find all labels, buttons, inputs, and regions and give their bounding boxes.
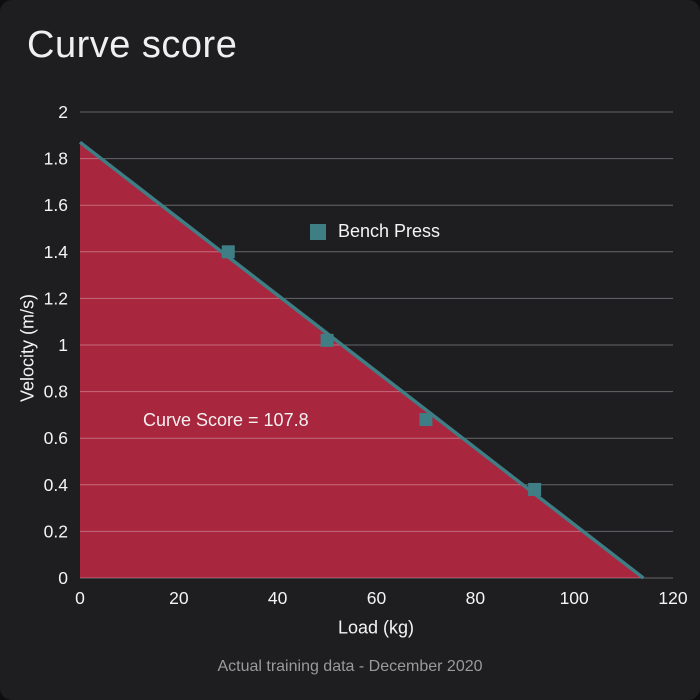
data-point-marker [528, 482, 542, 496]
y-tick-label: 0.4 [44, 475, 69, 495]
legend-square-marker-icon [310, 223, 326, 240]
y-tick-label: 1.2 [44, 288, 68, 308]
y-tick-label: 0 [58, 568, 68, 588]
data-point-marker [419, 413, 433, 427]
chart-title: Curve score [27, 24, 238, 66]
y-tick-label: 1.4 [44, 242, 69, 262]
data-point-marker [320, 333, 334, 347]
x-axis-label: Load (kg) [337, 617, 415, 638]
y-tick-label: 0.6 [44, 428, 68, 448]
x-tick-label: 120 [658, 588, 687, 608]
x-tick-label: 40 [268, 588, 288, 608]
data-point-marker [221, 245, 235, 259]
x-tick-label: 0 [75, 588, 85, 608]
y-tick-label: 1.8 [44, 149, 68, 169]
y-tick-label: 0.2 [44, 521, 68, 541]
legend: Bench Press [310, 221, 440, 242]
y-tick-label: 2 [58, 102, 68, 122]
x-tick-label: 60 [367, 588, 387, 608]
y-tick-label: 1.6 [44, 195, 68, 215]
curve-score-annotation: Curve Score = 107.8 [143, 410, 309, 430]
y-tick-label: 0.8 [44, 382, 68, 402]
y-tick-label: 1 [58, 335, 68, 355]
legend-label: Bench Press [338, 221, 441, 241]
x-tick-label: 100 [560, 588, 589, 608]
x-tick-label: 80 [466, 588, 486, 608]
trend-line [78, 140, 645, 580]
chart-caption: Actual training data - December 2020 [217, 658, 483, 675]
x-tick-label: 20 [169, 588, 189, 608]
y-axis-label: Velocity (m/s) [17, 293, 38, 403]
